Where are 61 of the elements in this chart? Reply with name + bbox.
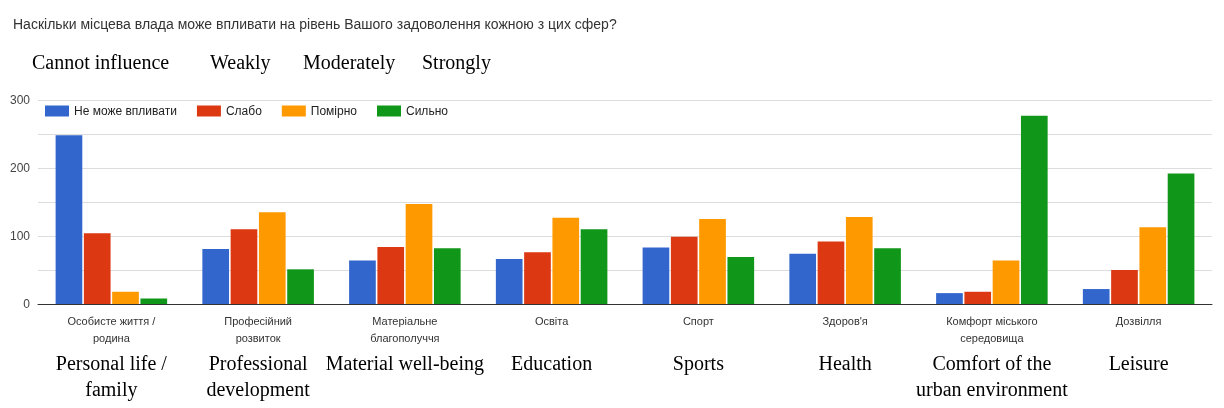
y-tick-label: 300 [9, 93, 31, 107]
text: Material well-being [325, 352, 485, 375]
bar [874, 248, 901, 304]
bar [1111, 270, 1138, 304]
text: Moderately [303, 51, 396, 74]
text: Leisure [1108, 352, 1169, 374]
bar [495, 259, 523, 304]
bar [1082, 289, 1110, 304]
bar [202, 248, 230, 304]
text: Comfort of the urban environment [916, 352, 1069, 400]
bar [1139, 227, 1167, 304]
y-tick-label: 200 [9, 161, 31, 175]
legend-label: Слабо [225, 104, 263, 118]
bar [230, 229, 258, 304]
bar [349, 260, 376, 304]
bar [699, 219, 726, 304]
bar [727, 257, 755, 304]
y-tick-label: 0 [23, 297, 31, 311]
x-tick-label: Комфорт міського середовища [946, 314, 1038, 344]
bar [524, 252, 551, 304]
text: Health [818, 352, 872, 374]
x-tick-label: Дозвілля [1115, 314, 1162, 327]
bar [112, 291, 139, 304]
x-tick-label: Спорт [682, 314, 714, 327]
bar [817, 241, 845, 304]
legend-label: Помірно [310, 104, 358, 118]
bar [992, 260, 1020, 304]
bar [1167, 173, 1195, 304]
bar [670, 236, 698, 304]
bar [845, 216, 873, 304]
bar [287, 269, 314, 304]
x-tick-label: Освіта [534, 314, 570, 327]
x-tick-label: Особисте життя / родина [67, 314, 157, 344]
text: Professional development [206, 352, 311, 401]
bar [377, 246, 405, 304]
bar [964, 291, 992, 304]
chart-title: Наскільки місцева влада може впливати на рівень Вашого задоволення кожною з цих сфер? [13, 16, 617, 32]
bar [580, 229, 608, 304]
bar [789, 253, 817, 304]
y-tick-label: 100 [9, 229, 31, 243]
bar [552, 217, 580, 304]
bar [83, 233, 111, 304]
bar [140, 298, 168, 304]
bar [55, 135, 83, 304]
bar [433, 248, 461, 304]
bar [642, 247, 670, 304]
text: Sports [672, 352, 725, 375]
text: Personal life / family [55, 352, 168, 401]
legend-label: Сильно [406, 104, 449, 118]
x-tick-label: Професійний розвиток [224, 314, 293, 344]
bar [1020, 115, 1048, 304]
text: Cannot influence [32, 51, 170, 73]
bar [258, 212, 286, 304]
bar [936, 293, 963, 304]
bar [405, 204, 433, 304]
text: Strongly [422, 51, 491, 74]
text: Weakly [210, 51, 271, 74]
legend-label: Не може впливати [74, 104, 177, 118]
x-tick-label: Матеріальне благополуччя [370, 314, 440, 344]
text: Education [511, 352, 593, 374]
x-tick-label: Здоров'я [822, 314, 868, 327]
